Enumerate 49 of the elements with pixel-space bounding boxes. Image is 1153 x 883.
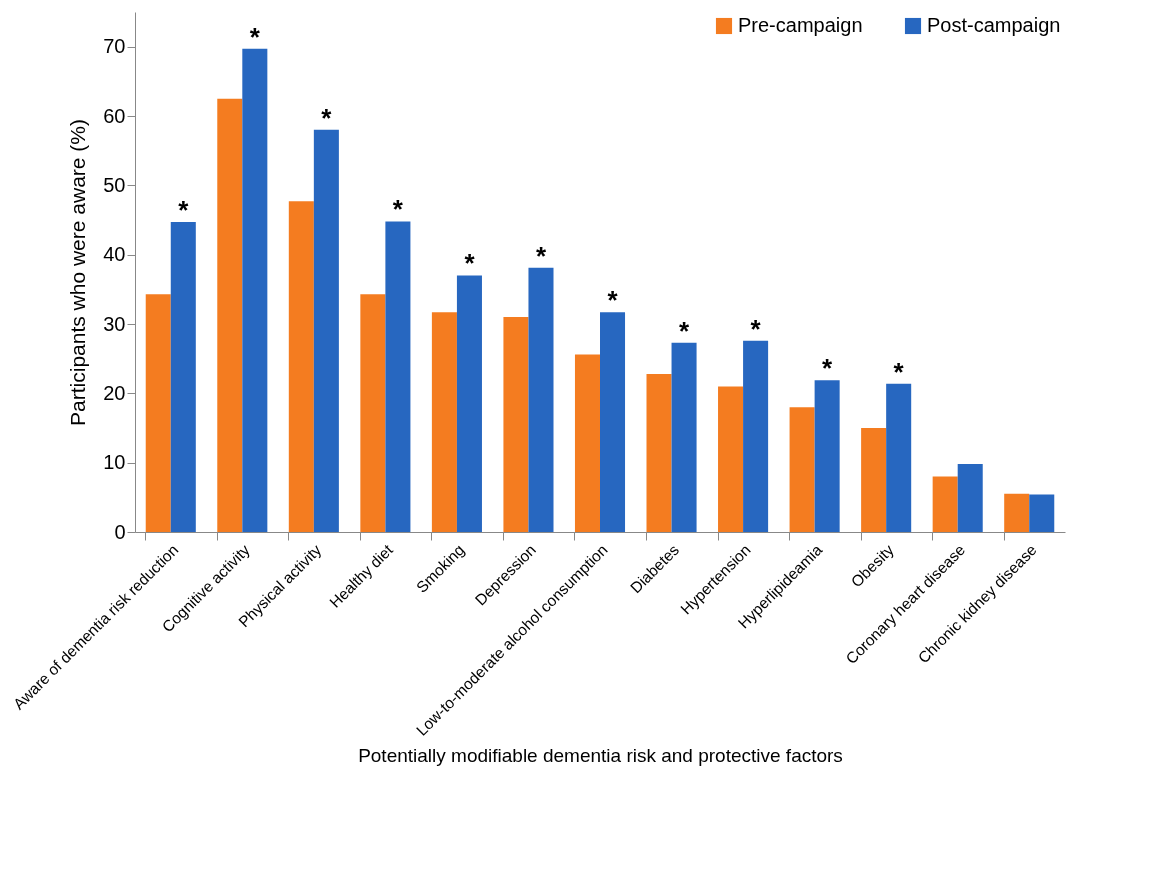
bar	[145, 294, 171, 532]
bar	[170, 222, 196, 532]
legend-label: Pre-campaign	[738, 14, 863, 36]
bar	[360, 294, 386, 532]
bar	[456, 275, 482, 532]
annotation: *	[392, 194, 404, 225]
annotation: *	[750, 313, 762, 344]
bar	[574, 354, 600, 532]
bar	[743, 340, 769, 532]
y-tick-label: 40	[103, 243, 126, 266]
bar	[932, 476, 958, 532]
legend-label: Post-campaign	[927, 14, 1061, 36]
bar	[814, 380, 840, 532]
y-tick-label: 60	[103, 104, 126, 127]
annotation: *	[321, 102, 333, 133]
annotation: *	[464, 248, 476, 279]
bar	[1004, 493, 1030, 532]
bar	[313, 129, 339, 532]
bar	[385, 221, 411, 532]
bar	[646, 373, 672, 532]
bar	[789, 407, 815, 532]
y-tick-label: 20	[103, 381, 126, 404]
bar	[600, 312, 626, 532]
bar	[1029, 494, 1055, 532]
bar	[528, 267, 554, 532]
bar	[288, 201, 314, 532]
bar	[671, 342, 697, 532]
y-tick-label: 10	[103, 451, 126, 474]
x-axis-title: Potentially modifiable dementia risk and protective factors	[358, 744, 843, 766]
annotation: *	[679, 315, 690, 346]
bar	[503, 317, 529, 532]
bar	[718, 386, 744, 532]
annotation: *	[535, 240, 547, 271]
y-tick-label: 0	[114, 520, 126, 543]
bar	[957, 464, 983, 532]
bar	[861, 428, 887, 532]
y-tick-label: 50	[103, 173, 126, 196]
annotation: *	[893, 356, 905, 387]
y-tick-label: 70	[103, 35, 126, 58]
annotation: *	[822, 353, 834, 384]
annotation: *	[607, 285, 619, 316]
annotation: *	[178, 195, 190, 226]
y-tick-label: 30	[103, 312, 126, 335]
annotation: *	[249, 21, 261, 52]
bar	[886, 383, 912, 532]
bar	[217, 98, 243, 532]
bar	[431, 312, 457, 532]
bar	[242, 48, 268, 532]
y-axis-title: Participants who were aware (%)	[66, 119, 90, 426]
